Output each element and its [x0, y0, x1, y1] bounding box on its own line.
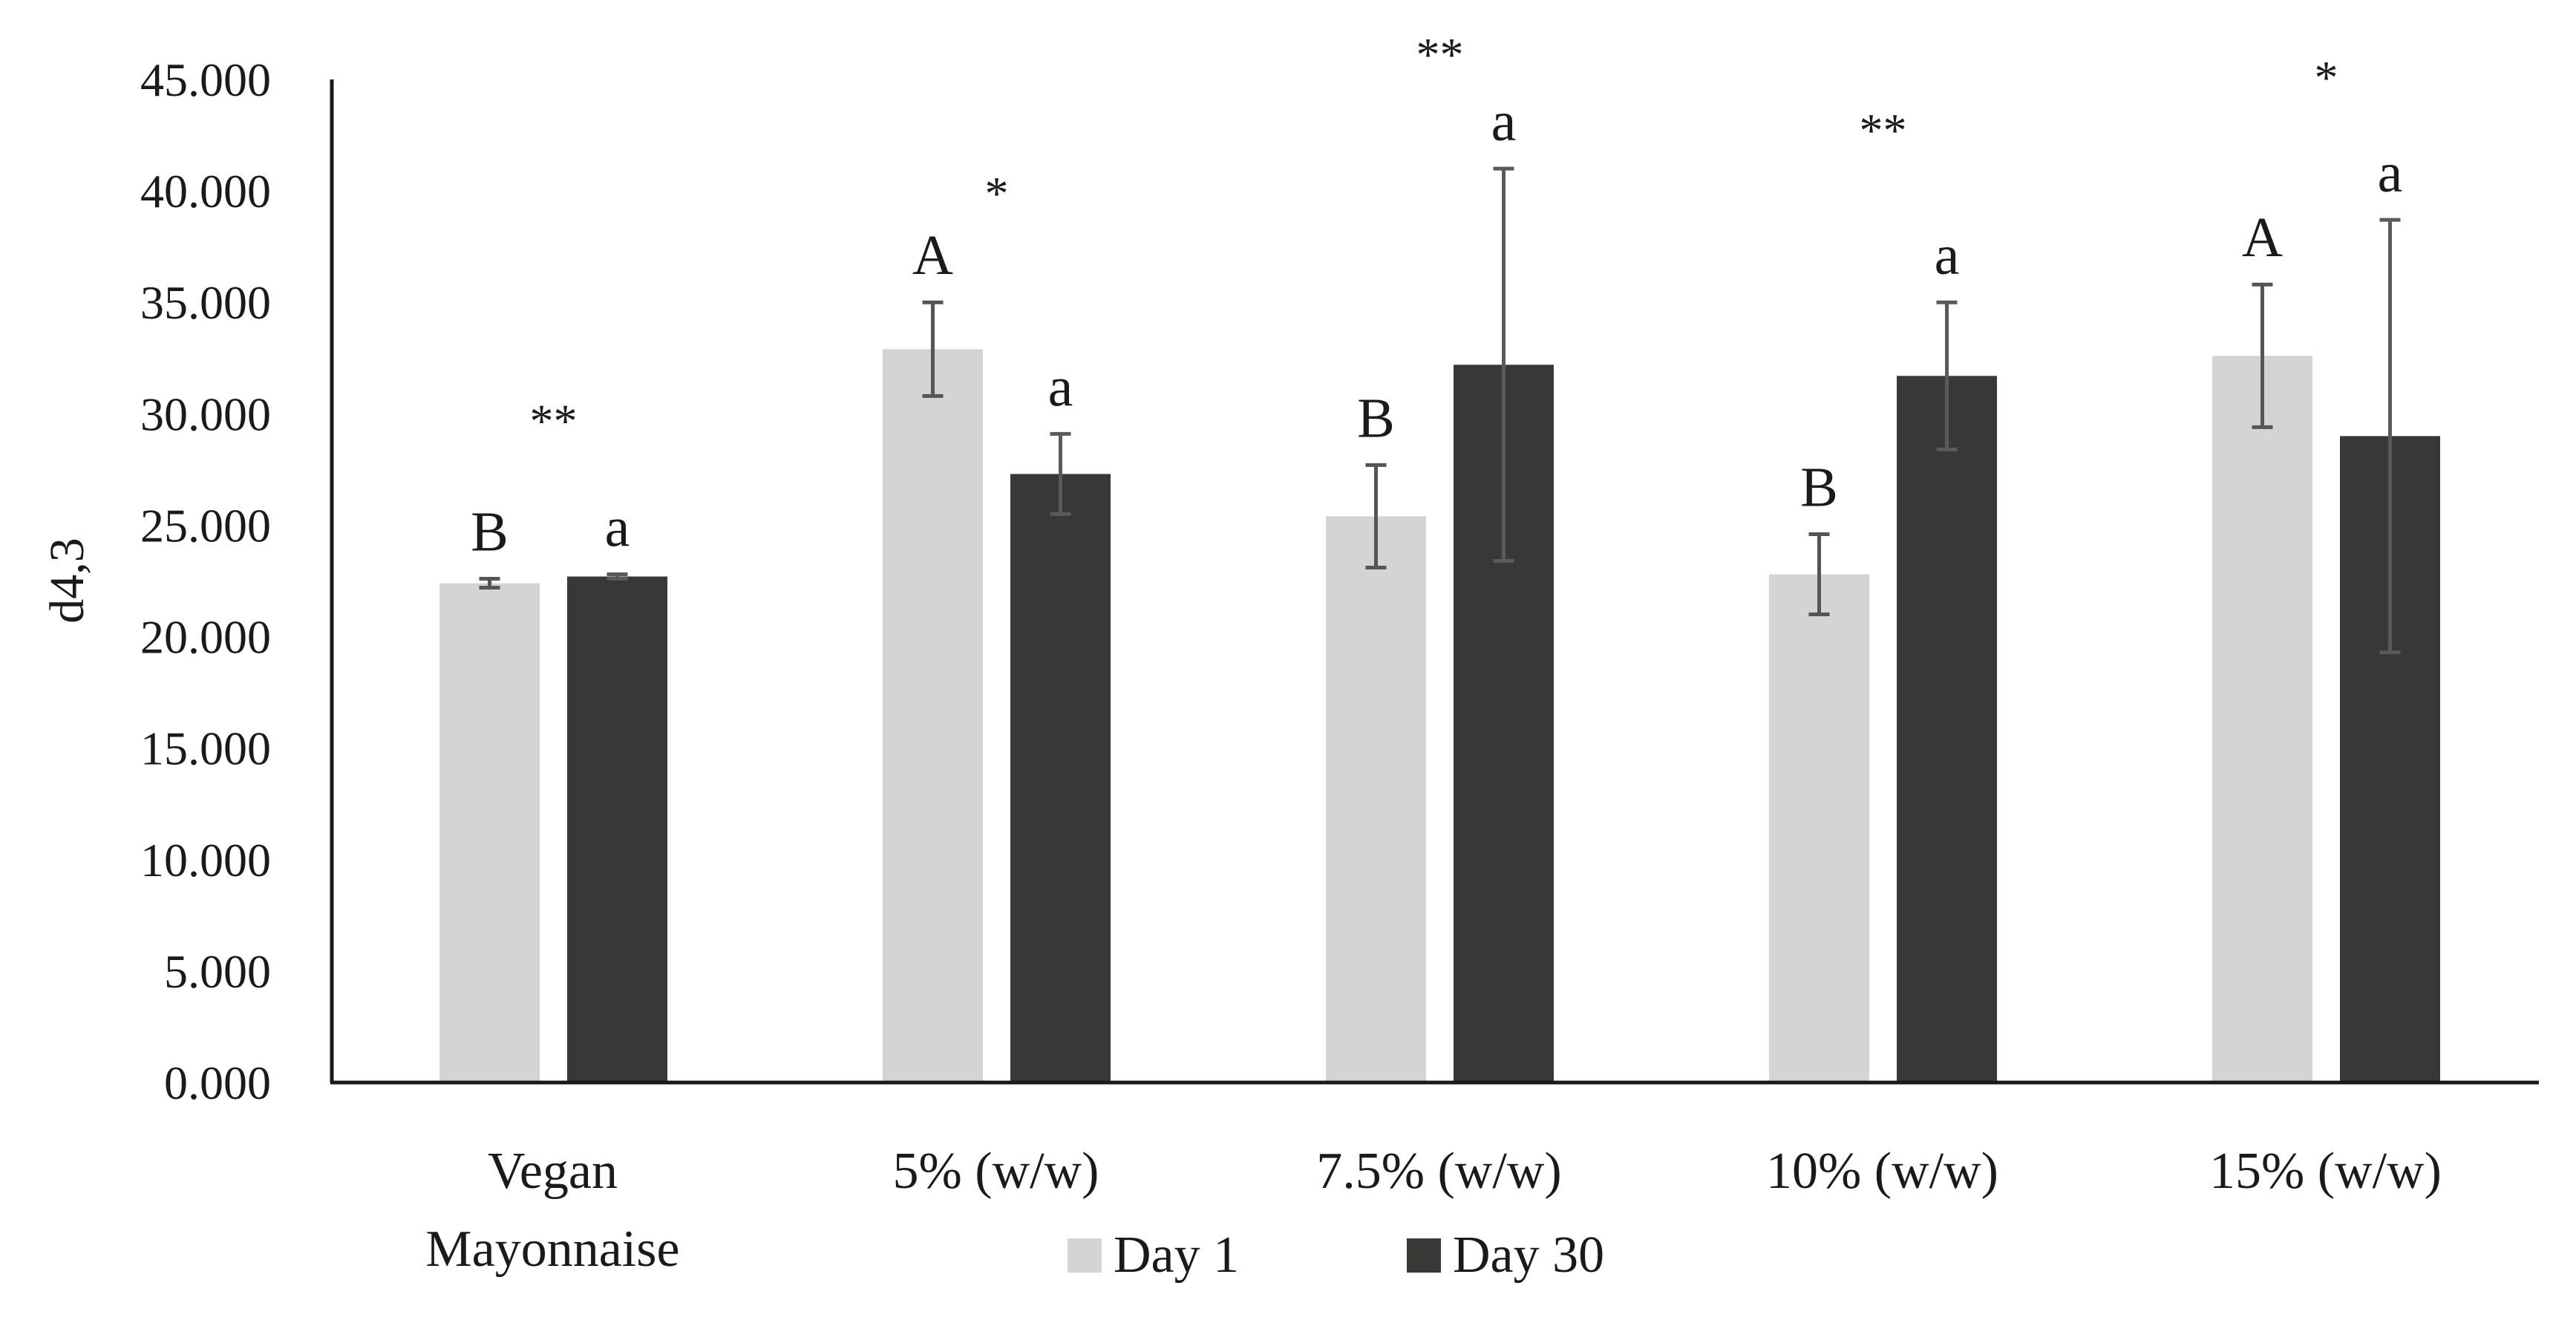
significance-letter: a: [605, 496, 630, 558]
bar-day30: [567, 576, 667, 1083]
bar-day1: [439, 583, 540, 1083]
significance-stars: *: [2315, 51, 2338, 104]
y-tick-label: 5.000: [164, 945, 271, 998]
significance-stars: **: [1416, 28, 1464, 81]
significance-stars: **: [1860, 104, 1907, 157]
y-tick-label: 0.000: [164, 1057, 271, 1109]
bar-day30: [1897, 376, 1997, 1083]
significance-stars: **: [530, 394, 578, 447]
significance-letter: a: [2378, 142, 2403, 204]
legend-label-day1: Day 1: [1114, 1227, 1239, 1284]
significance-stars: *: [985, 167, 1009, 220]
y-tick-label: 25.000: [140, 499, 271, 552]
significance-letter: a: [1491, 91, 1517, 153]
x-tick-label: 15% (w/w): [2209, 1143, 2442, 1200]
y-tick-label: 15.000: [140, 722, 271, 775]
significance-letter: B: [471, 500, 509, 563]
x-tick-label: Vegan: [488, 1143, 618, 1200]
x-tick-label: 5% (w/w): [893, 1143, 1099, 1200]
y-tick-label: 45.000: [140, 53, 271, 106]
significance-letter: A: [912, 224, 953, 287]
y-axis-title: d4,3: [40, 538, 94, 624]
significance-letter: A: [2242, 206, 2283, 269]
legend-swatch-day30: [1407, 1238, 1441, 1273]
x-tick-label: Mayonnaise: [425, 1221, 679, 1278]
legend-swatch-day1: [1068, 1238, 1102, 1273]
bar-day1: [883, 349, 983, 1083]
legend-label-day30: Day 30: [1453, 1227, 1604, 1284]
y-tick-label: 20.000: [140, 611, 271, 664]
bar-day1: [1326, 516, 1426, 1083]
y-tick-label: 40.000: [140, 165, 271, 218]
significance-letter: B: [1357, 387, 1395, 449]
bar-day1: [2212, 356, 2312, 1083]
bar-day30: [1010, 474, 1111, 1083]
x-tick-label: 10% (w/w): [1766, 1143, 1998, 1200]
y-tick-label: 10.000: [140, 834, 271, 886]
significance-letter: B: [1800, 456, 1838, 518]
x-tick-label: 7.5% (w/w): [1316, 1143, 1561, 1200]
y-tick-label: 35.000: [140, 276, 271, 329]
significance-letter: a: [1048, 356, 1073, 418]
bar-day1: [1769, 574, 1869, 1083]
y-tick-label: 30.000: [140, 388, 271, 440]
significance-letter: a: [1935, 224, 1960, 287]
